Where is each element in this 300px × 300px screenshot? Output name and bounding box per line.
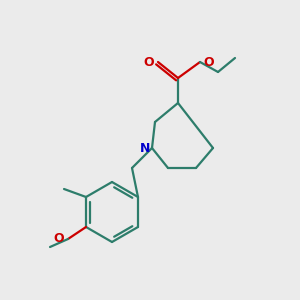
Text: O: O [144, 56, 154, 68]
Text: O: O [204, 56, 214, 68]
Text: N: N [140, 142, 150, 154]
Text: O: O [54, 232, 64, 245]
